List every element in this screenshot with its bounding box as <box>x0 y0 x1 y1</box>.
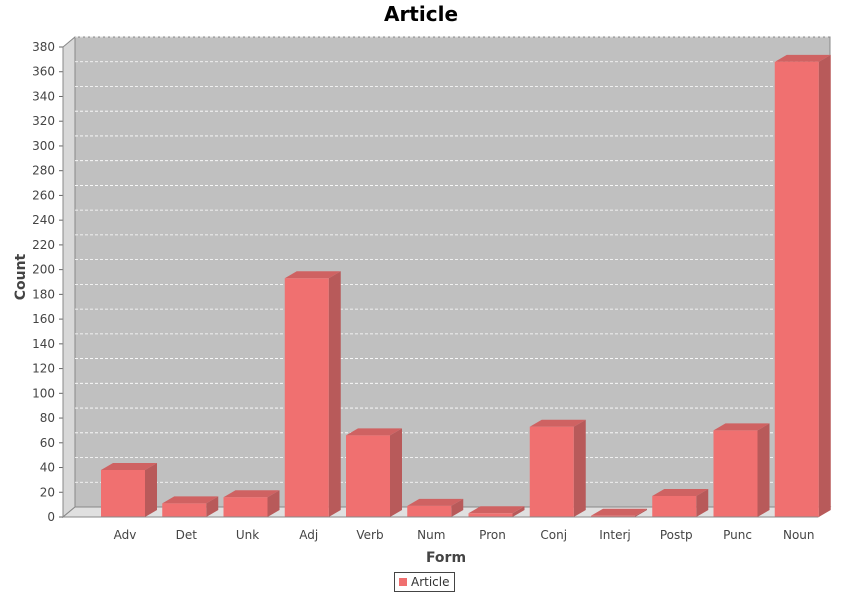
bar-front <box>529 426 574 517</box>
bar-front <box>284 278 329 517</box>
bar-top <box>652 488 709 496</box>
bar-front <box>713 430 758 517</box>
bar-side <box>206 496 219 517</box>
bar-side <box>696 488 709 517</box>
y-tick-label: 200 <box>32 263 55 277</box>
bar <box>591 508 647 517</box>
gridlines <box>75 36 830 483</box>
x-tick-label: Adj <box>299 528 318 542</box>
legend-label: Article <box>411 575 450 589</box>
y-tick-label: 120 <box>32 362 55 376</box>
y-tick-label: 60 <box>40 436 55 450</box>
bar <box>223 490 280 517</box>
y-tick-label: 300 <box>32 139 55 153</box>
y-tick-label: 140 <box>32 337 55 351</box>
bar <box>652 488 709 517</box>
x-tick-label: Noun <box>783 528 815 542</box>
bar-chart: Article 0 20 40 60 80 100 120 140 160 180 200 220 24… <box>13 2 832 566</box>
bar-front <box>468 513 513 517</box>
bar-top <box>713 423 770 431</box>
y-tick-label: 100 <box>32 386 55 400</box>
bar-top <box>162 496 219 504</box>
x-tick-label: Det <box>176 528 198 542</box>
plot-area <box>61 35 832 519</box>
y-tick-label: 340 <box>32 89 55 103</box>
bar-side <box>328 271 341 517</box>
bar-side <box>818 54 831 518</box>
bar-side <box>267 490 280 517</box>
bar-top <box>284 271 341 279</box>
x-tick-label: Pron <box>479 528 506 542</box>
x-tick-label: Unk <box>236 528 259 542</box>
y-tick-label: 180 <box>32 287 55 301</box>
x-tick-label: Verb <box>356 528 383 542</box>
x-axis-label: Form <box>426 550 466 566</box>
x-tick-label: Interj <box>599 528 631 542</box>
bar-front <box>774 61 819 518</box>
bar-side <box>451 498 464 517</box>
y-tick-label: 380 <box>32 40 55 54</box>
bars <box>101 54 831 518</box>
chart-title: Article <box>384 2 458 26</box>
plot-back-wall <box>74 36 831 508</box>
bar-side <box>757 423 770 517</box>
y-tick-label: 160 <box>32 312 55 326</box>
bar-front <box>652 495 697 517</box>
legend: Article <box>394 572 455 592</box>
x-tick-label: Postp <box>660 528 693 542</box>
bar-side <box>512 506 525 517</box>
bar <box>101 463 157 517</box>
bar <box>284 271 341 517</box>
bar-front <box>407 505 452 517</box>
x-tick-label: Conj <box>540 528 567 542</box>
x-tick-label: Punc <box>723 528 752 542</box>
bar <box>774 54 831 518</box>
y-tick-label: 80 <box>40 411 55 425</box>
bar <box>713 423 770 517</box>
bar-side <box>573 419 586 517</box>
bar <box>162 496 219 517</box>
y-tick-label: 40 <box>40 461 55 475</box>
y-tick-label: 320 <box>32 114 55 128</box>
y-axis-label: Count <box>13 253 29 300</box>
bar-top <box>468 506 525 514</box>
x-axis-ticks: Adv Det Unk Adj Verb Num Pron Conj Interj Postp Pu… <box>63 516 818 542</box>
bar-top <box>407 498 464 506</box>
plot-left-wall <box>62 35 76 519</box>
x-tick-label: Num <box>417 528 445 542</box>
bar-top <box>346 428 402 436</box>
y-tick-label: 240 <box>32 213 55 227</box>
bar <box>529 419 586 517</box>
bar-side <box>145 463 157 517</box>
y-tick-label: 260 <box>32 188 55 202</box>
y-tick-label: 280 <box>32 164 55 178</box>
y-tick-label: 360 <box>32 65 55 79</box>
bar-front <box>591 515 635 517</box>
bar-top <box>101 463 157 470</box>
y-axis-ticks: 0 20 40 60 80 100 120 140 160 180 200 220 240 260 280 3… <box>32 40 64 524</box>
bar-top <box>529 419 586 427</box>
y-tick-label: 0 <box>47 510 55 524</box>
bar <box>346 428 402 517</box>
x-tick-label: Adv <box>114 528 137 542</box>
bar-top <box>774 54 831 62</box>
bar-top <box>223 490 280 498</box>
bar-top <box>591 508 647 516</box>
bar-front <box>101 470 145 517</box>
bar-side <box>635 508 647 517</box>
bar-side <box>390 428 402 517</box>
bar-front <box>223 497 268 517</box>
bar <box>468 506 525 517</box>
y-tick-label: 20 <box>40 485 55 499</box>
bar <box>407 498 464 517</box>
bar-front <box>346 435 390 517</box>
y-tick-label: 220 <box>32 238 55 252</box>
bar-front <box>162 503 207 517</box>
legend-swatch <box>399 578 407 586</box>
